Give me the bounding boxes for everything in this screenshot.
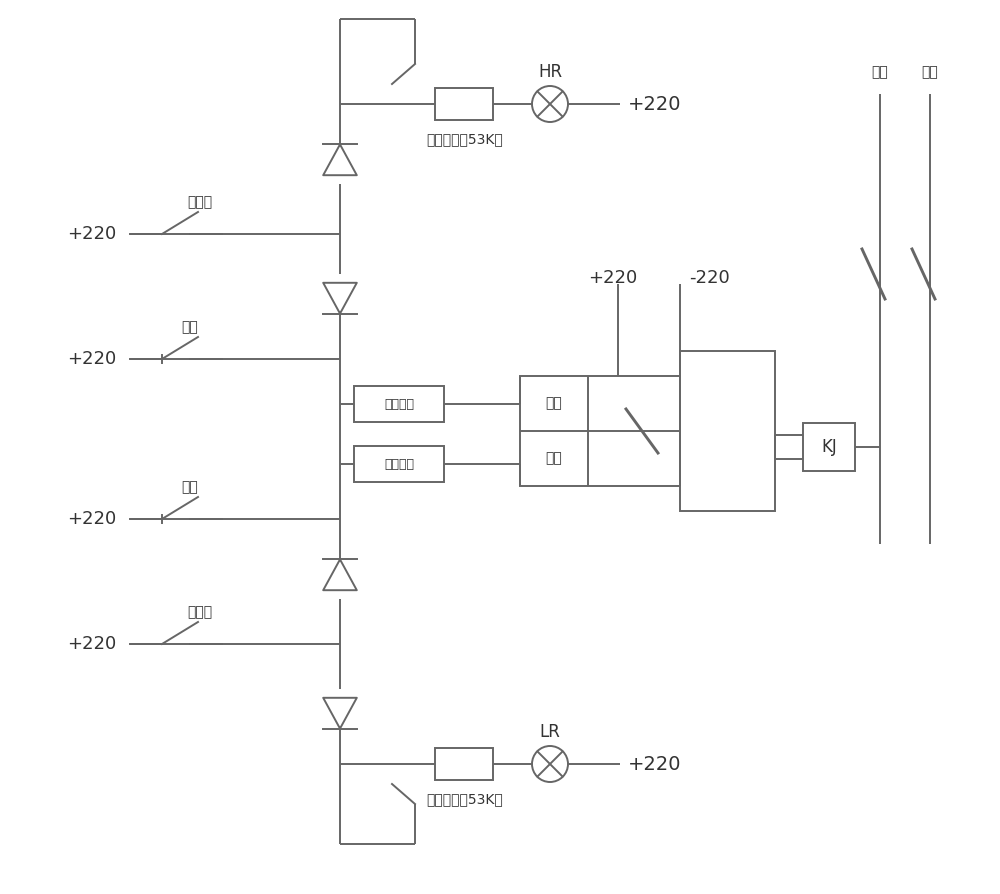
Text: 保护合: 保护合 — [187, 605, 213, 619]
Bar — [435, 748, 493, 780]
Text: 跳位: 跳位 — [872, 65, 888, 79]
Text: +220: +220 — [67, 510, 117, 528]
Text: -220: -220 — [690, 269, 730, 287]
Bar — [803, 423, 855, 471]
Text: LR: LR — [540, 723, 560, 741]
Bar — [680, 351, 775, 511]
Bar — [354, 446, 444, 482]
Text: +220: +220 — [67, 225, 117, 243]
Text: 手合: 手合 — [182, 480, 198, 494]
Text: +220: +220 — [67, 350, 117, 368]
Text: +220: +220 — [588, 269, 638, 287]
Bar — [435, 88, 493, 120]
Text: +220: +220 — [67, 635, 117, 653]
Text: +220: +220 — [628, 95, 682, 114]
Text: HR: HR — [538, 63, 562, 81]
Circle shape — [532, 746, 568, 782]
Text: 手跳: 手跳 — [182, 320, 198, 334]
Text: 合位: 合位 — [922, 65, 938, 79]
Circle shape — [532, 86, 568, 122]
Text: KJ: KJ — [821, 438, 837, 456]
Text: +220: +220 — [628, 755, 682, 773]
Text: 合闸延时: 合闸延时 — [384, 458, 414, 470]
Text: 跳闸延时: 跳闸延时 — [384, 398, 414, 410]
Bar — [354, 386, 444, 422]
Text: 跳闸: 跳闸 — [546, 397, 562, 410]
Text: 合闸: 合闸 — [546, 451, 562, 466]
Text: 分压电阻（53K）: 分压电阻（53K） — [427, 792, 503, 806]
Text: 分压电阻（53K）: 分压电阻（53K） — [427, 132, 503, 146]
Bar — [520, 376, 680, 486]
Text: 保护跳: 保护跳 — [187, 195, 213, 209]
